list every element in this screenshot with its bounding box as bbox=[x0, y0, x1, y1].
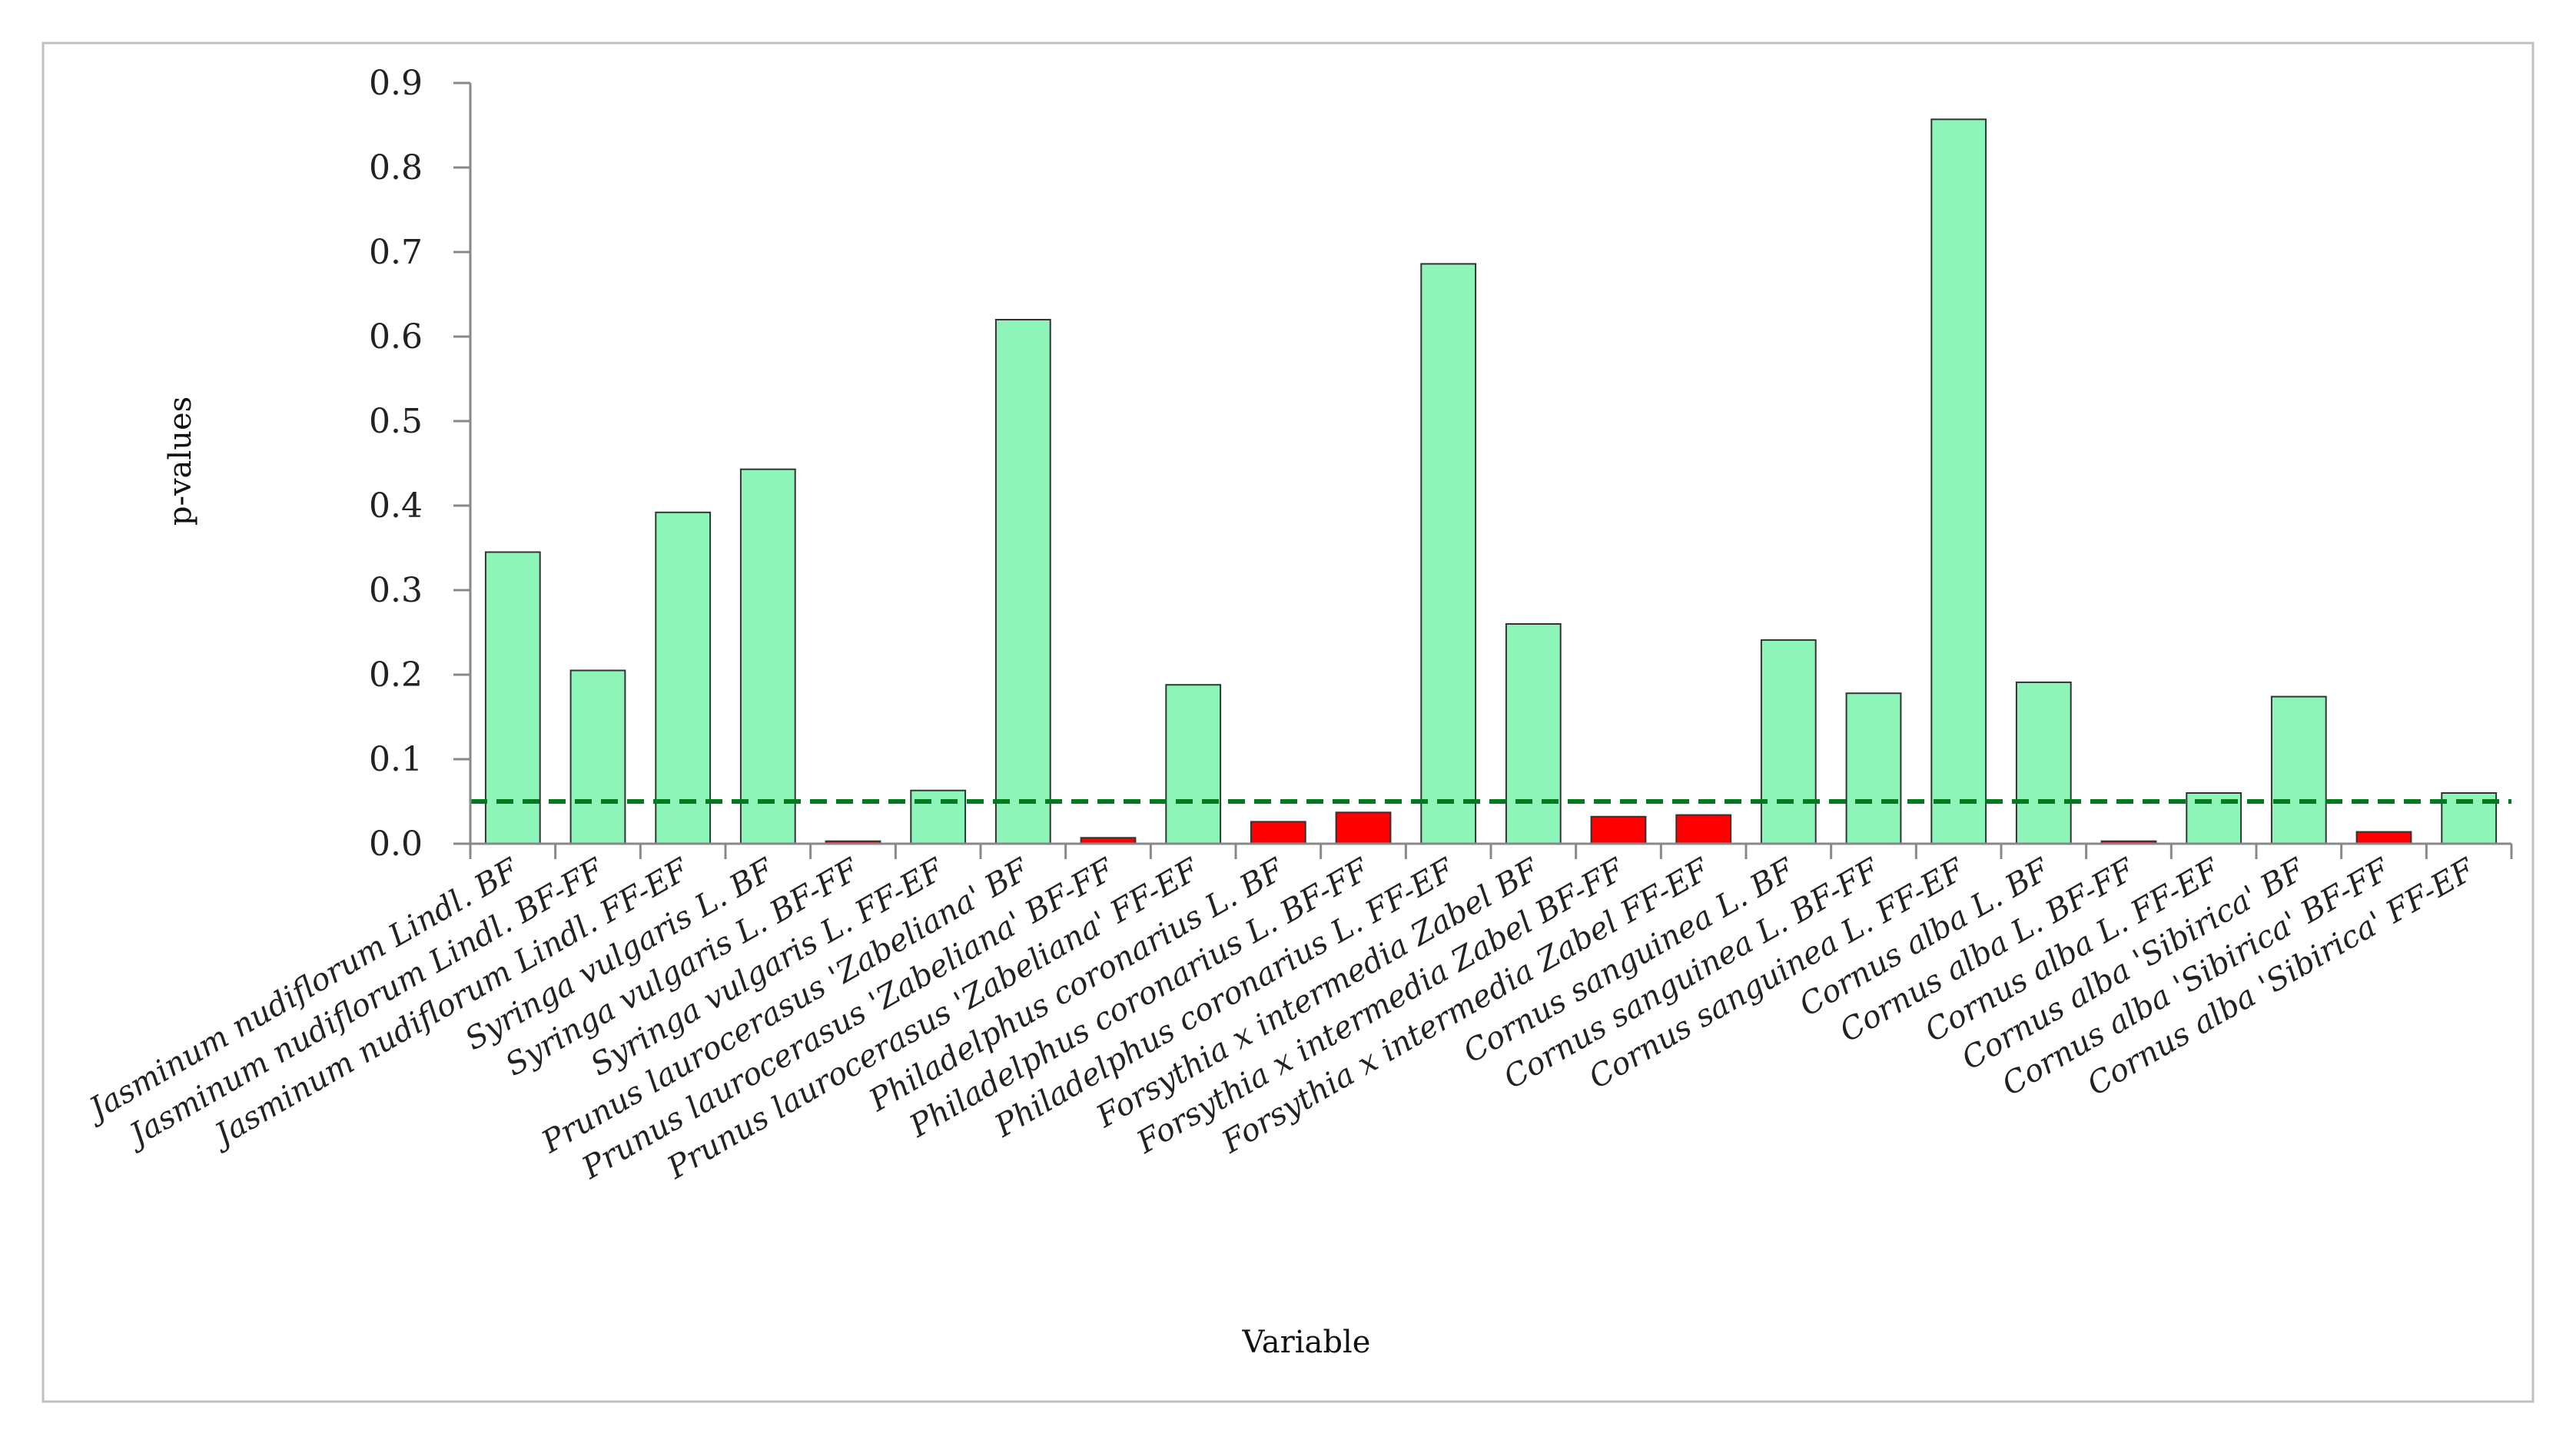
chart-frame bbox=[41, 41, 2535, 1403]
bars-layer bbox=[484, 118, 2498, 845]
bar-18 bbox=[1930, 118, 1987, 845]
bar-4 bbox=[739, 468, 796, 844]
y-tick-label-0: 0.0 bbox=[369, 825, 423, 864]
y-tick-label-2: 0.2 bbox=[369, 655, 423, 695]
bar-16 bbox=[1760, 639, 1817, 845]
y-tick-label-1: 0.1 bbox=[369, 740, 423, 779]
bar-6 bbox=[910, 789, 967, 844]
bar-7 bbox=[994, 319, 1051, 844]
y-tick-label-5: 0.5 bbox=[369, 402, 423, 441]
bar-13 bbox=[1505, 623, 1562, 844]
bar-9 bbox=[1165, 684, 1222, 845]
y-tick-label-4: 0.4 bbox=[369, 486, 423, 526]
y-tick-label-9: 0.9 bbox=[369, 64, 423, 103]
bar-19 bbox=[2015, 681, 2072, 845]
y-tick-label-3: 0.3 bbox=[369, 571, 423, 610]
bar-23 bbox=[2355, 831, 2412, 844]
bar-12 bbox=[1420, 263, 1477, 844]
y-tick-label-6: 0.6 bbox=[369, 317, 423, 357]
bar-14 bbox=[1590, 815, 1647, 845]
y-tick-label-7: 0.7 bbox=[369, 233, 423, 272]
bar-3 bbox=[655, 511, 712, 844]
bar-11 bbox=[1335, 811, 1392, 845]
bar-10 bbox=[1250, 821, 1306, 845]
y-axis-title: p-values bbox=[163, 397, 198, 526]
axes-layer: 0.0 0.1 0.2 0.3 0.4 0.5 0.6 0.7 0.8 0.9 bbox=[369, 64, 2513, 864]
bar-17 bbox=[1845, 692, 1902, 845]
bar-15 bbox=[1675, 814, 1732, 844]
y-tick-label-8: 0.8 bbox=[369, 148, 423, 187]
bar-2 bbox=[569, 669, 626, 844]
x-axis-title: Variable bbox=[1242, 1325, 1371, 1360]
bar-22 bbox=[2270, 695, 2327, 844]
